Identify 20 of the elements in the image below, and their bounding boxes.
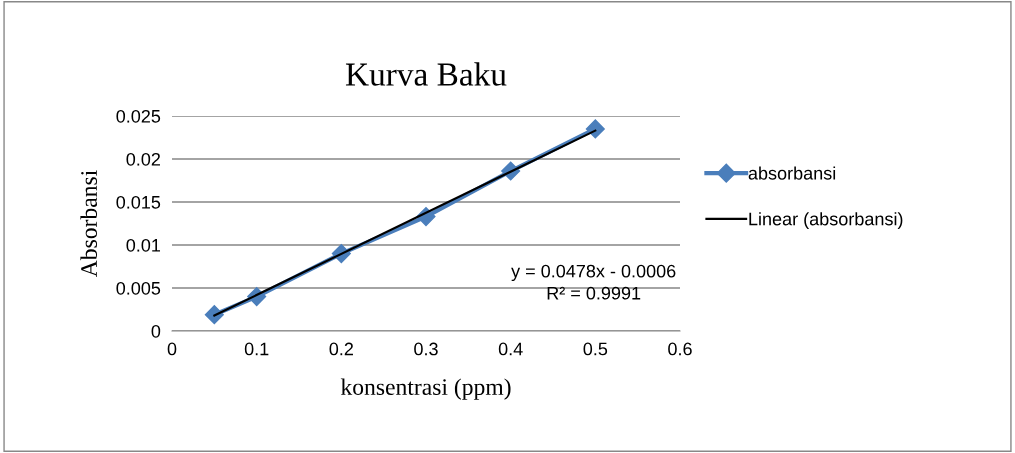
y-axis-title: Absorbansi	[80, 170, 98, 278]
y-tick-label: 0.025	[116, 109, 161, 123]
annotation: y = 0.0478x - 0.0006 R² = 0.9991	[511, 264, 676, 300]
x-tick-label: 0.3	[414, 342, 438, 356]
x-tick-label: 0	[167, 342, 177, 356]
legend-label: absorbansi	[748, 166, 836, 180]
x-tick-label: 0.6	[668, 342, 692, 356]
y-tick-label: 0.01	[126, 238, 161, 252]
y-tick-label: 0.02	[126, 152, 160, 166]
legend-label: Linear (absorbansi)	[749, 212, 903, 229]
y-tick-label: 0.015	[116, 195, 161, 209]
chart-title: Kurva Baku	[345, 62, 507, 86]
point	[585, 119, 605, 139]
x-tick-label: 0.5	[583, 342, 608, 356]
y-tick-label: 0.005	[116, 281, 161, 295]
x-tick-label: 0.1	[244, 342, 269, 356]
x-axis-title: konsentrasi (ppm)	[340, 378, 511, 400]
x-tick-label: 0.4	[498, 342, 523, 356]
y-tick-label: 0	[151, 324, 161, 338]
x-tick-label: 0.2	[329, 342, 353, 356]
